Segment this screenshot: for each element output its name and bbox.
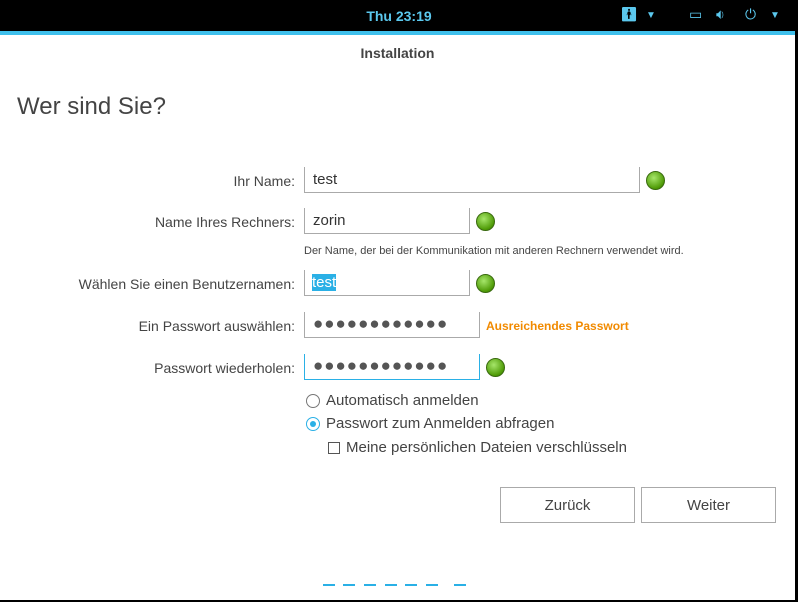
auto-login-option[interactable]: Automatisch anmelden xyxy=(306,392,479,409)
installer-window: Installation Wer sind Sie? Ihr Name: tes… xyxy=(0,35,795,600)
name-input[interactable]: test xyxy=(304,167,640,193)
valid-icon xyxy=(486,358,505,377)
password-strength: Ausreichendes Passwort xyxy=(486,319,629,333)
computer-name-label: Name Ihres Rechners: xyxy=(154,214,295,230)
password-label: Ein Passwort auswählen: xyxy=(138,318,295,334)
encrypt-home-label: Meine persönlichen Dateien verschlüsseln xyxy=(346,439,627,456)
power-icon[interactable]: ⏻ xyxy=(745,6,757,22)
radio-button-selected[interactable] xyxy=(306,416,320,431)
accessibility-icon[interactable]: 🚹︎ xyxy=(620,6,638,22)
volume-icon[interactable]: 🔉︎ xyxy=(716,6,725,22)
require-password-option[interactable]: Passwort zum Anmelden abfragen xyxy=(306,415,554,432)
valid-icon xyxy=(476,274,495,293)
valid-icon xyxy=(646,171,665,190)
valid-icon xyxy=(476,212,495,231)
checkbox[interactable] xyxy=(328,441,340,454)
auto-login-label: Automatisch anmelden xyxy=(326,392,479,409)
progress-step xyxy=(385,584,397,586)
username-label: Wählen Sie einen Benutzernamen: xyxy=(78,276,295,292)
progress-step xyxy=(405,584,417,586)
top-bar: Thu 23:19 🚹︎ ▼ ▭ 🔉︎ ⏻ ▼ xyxy=(0,0,798,31)
password-input[interactable]: ●●●●●●●●●●●● xyxy=(304,312,480,338)
back-button[interactable]: Zurück xyxy=(500,487,635,523)
confirm-password-label: Passwort wiederholen: xyxy=(154,360,295,376)
accent-bar xyxy=(0,31,795,35)
chevron-down-icon[interactable]: ▼ xyxy=(646,10,656,21)
window-title: Installation xyxy=(360,45,435,61)
chevron-down-icon[interactable]: ▼ xyxy=(770,10,780,21)
progress-step xyxy=(364,584,376,586)
encrypt-home-option[interactable]: Meine persönlichen Dateien verschlüsseln xyxy=(328,439,627,456)
computer-name-input[interactable]: zorin xyxy=(304,208,470,234)
username-selected-text: test xyxy=(312,274,337,291)
radio-button[interactable] xyxy=(306,393,320,408)
next-button[interactable]: Weiter xyxy=(641,487,776,523)
display-icon[interactable]: ▭ xyxy=(689,6,703,22)
name-label: Ihr Name: xyxy=(233,173,295,189)
require-password-label: Passwort zum Anmelden abfragen xyxy=(326,415,555,432)
progress-step xyxy=(343,584,355,586)
progress-step xyxy=(323,584,335,586)
confirm-password-input[interactable]: ●●●●●●●●●●●● xyxy=(304,354,480,380)
clock[interactable]: Thu 23:19 xyxy=(366,8,432,24)
computer-name-hint: Der Name, der bei der Kommunikation mit … xyxy=(304,245,684,257)
username-input[interactable]: test xyxy=(304,270,470,296)
page-title: Wer sind Sie? xyxy=(17,93,166,120)
progress-step xyxy=(454,584,466,586)
progress-step xyxy=(426,584,438,586)
